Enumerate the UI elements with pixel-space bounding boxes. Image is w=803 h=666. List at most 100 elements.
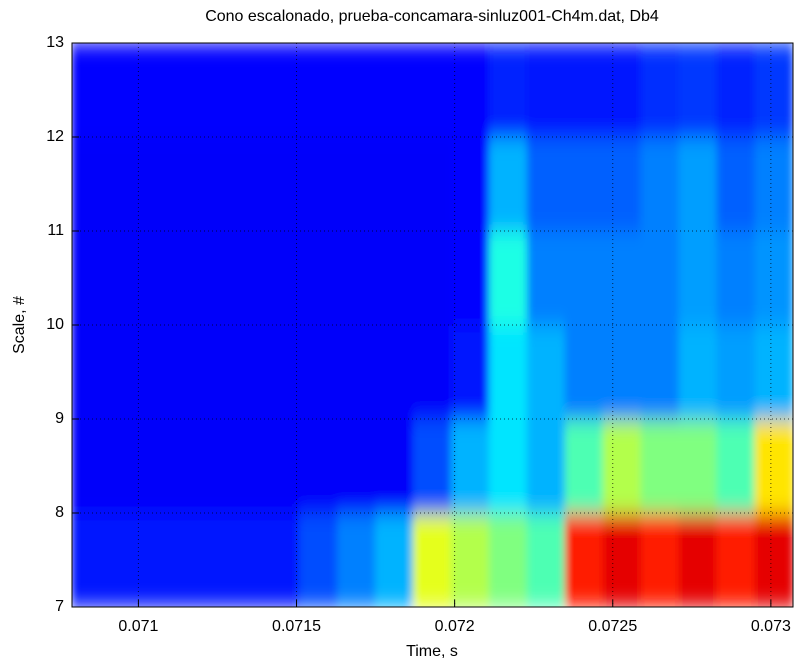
heat-cell	[754, 230, 793, 326]
heat-cell	[223, 230, 263, 326]
heat-cell	[602, 136, 642, 232]
heat-cell	[564, 43, 604, 138]
heat-cell	[109, 43, 149, 138]
heat-cell	[147, 43, 187, 138]
heatmap	[72, 43, 793, 607]
heat-cell	[261, 43, 301, 138]
x-axis-label: Time, s	[406, 643, 458, 660]
heat-cell	[526, 512, 566, 607]
heat-cell	[223, 324, 263, 420]
x-tick-label: 0.0715	[272, 618, 321, 635]
heat-cell	[678, 136, 718, 232]
y-tick-label: 13	[46, 34, 64, 51]
heat-cell	[299, 418, 339, 514]
heat-cell	[261, 136, 301, 232]
heat-cell	[716, 324, 756, 420]
heat-cell	[72, 418, 111, 514]
heat-cell	[185, 512, 225, 607]
heat-cell	[223, 512, 263, 607]
heat-cell	[413, 230, 452, 326]
y-tick-label: 10	[46, 316, 64, 333]
heat-cell	[147, 512, 187, 607]
axes-box	[71, 42, 794, 608]
heat-cell	[375, 136, 415, 232]
heat-cell	[678, 230, 718, 326]
heat-cell	[602, 512, 642, 607]
heat-cell	[488, 512, 528, 607]
heat-cell	[147, 418, 187, 514]
heat-cell	[223, 136, 263, 232]
heat-cell	[640, 43, 680, 138]
heat-cell	[375, 230, 415, 326]
heat-cell	[450, 136, 490, 232]
heat-cell	[147, 136, 187, 232]
heat-cell	[754, 136, 793, 232]
heat-cell	[413, 512, 452, 607]
heat-cell	[678, 324, 718, 420]
heat-cell	[716, 418, 756, 514]
heat-cell	[450, 512, 490, 607]
heat-cell	[564, 418, 604, 514]
heat-cell	[261, 230, 301, 326]
heat-cell	[299, 512, 339, 607]
heat-cell	[640, 512, 680, 607]
heat-cell	[375, 43, 415, 138]
x-tick-label: 0.072	[435, 618, 475, 635]
y-tick-label: 9	[55, 410, 64, 427]
heat-cell	[716, 512, 756, 607]
x-tick-label: 0.073	[751, 618, 791, 635]
heat-cell	[450, 43, 490, 138]
heat-cell	[413, 418, 452, 514]
heat-cell	[450, 230, 490, 326]
x-tick-label: 0.071	[118, 618, 158, 635]
heat-cell	[299, 136, 339, 232]
heat-cell	[754, 418, 793, 514]
heat-cell	[716, 43, 756, 138]
heat-cell	[185, 324, 225, 420]
heat-cell	[147, 230, 187, 326]
heat-cell	[564, 324, 604, 420]
heat-cell	[678, 418, 718, 514]
heat-cell	[299, 230, 339, 326]
heat-cell	[526, 230, 566, 326]
heat-cell	[261, 512, 301, 607]
heat-cell	[299, 43, 339, 138]
heat-cell	[72, 136, 111, 232]
heat-cell	[450, 418, 490, 514]
heat-cell	[185, 43, 225, 138]
heat-cell	[72, 230, 111, 326]
heat-cell	[640, 136, 680, 232]
heat-cell	[109, 230, 149, 326]
heat-cell	[337, 136, 377, 232]
heat-cell	[678, 512, 718, 607]
heat-cell	[488, 324, 528, 420]
heat-cell	[299, 324, 339, 420]
heat-cell	[754, 43, 793, 138]
y-axis-label: Scale, #	[11, 296, 28, 354]
heat-cell	[413, 43, 452, 138]
y-tick-label: 11	[47, 222, 64, 239]
heat-cell	[564, 230, 604, 326]
heat-cell	[488, 230, 528, 326]
heat-cell	[109, 512, 149, 607]
heat-cell	[337, 230, 377, 326]
heat-cell	[488, 136, 528, 232]
heat-cell	[488, 43, 528, 138]
heat-cell	[488, 418, 528, 514]
heat-cell	[526, 43, 566, 138]
heat-cell	[450, 324, 490, 420]
heat-cell	[602, 43, 642, 138]
heat-cell	[640, 418, 680, 514]
heat-cell	[337, 418, 377, 514]
heat-cell	[72, 324, 111, 420]
y-tick-label: 12	[46, 128, 64, 145]
heat-cell	[602, 418, 642, 514]
heat-cell	[716, 230, 756, 326]
heat-cell	[223, 418, 263, 514]
heat-cell	[185, 136, 225, 232]
heat-cell	[223, 43, 263, 138]
heat-cell	[754, 512, 793, 607]
heat-cell	[185, 230, 225, 326]
heat-cell	[526, 136, 566, 232]
